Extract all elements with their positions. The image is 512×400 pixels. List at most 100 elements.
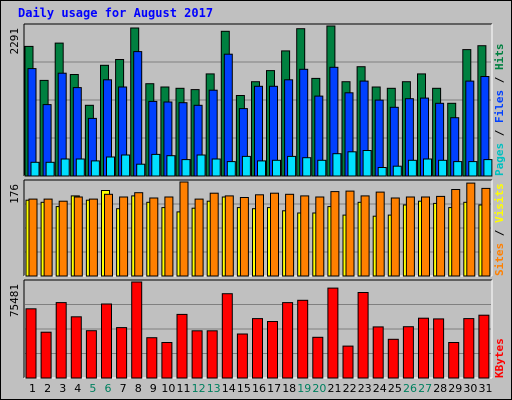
bar-sites-day-12 [194,198,204,277]
x-tick-label: 29 [448,382,462,395]
x-tick-label: 24 [373,382,387,395]
bar-sites-day-5 [88,198,98,277]
legend-part: Files [493,90,506,123]
bar-kbytes-day-19 [297,299,309,379]
x-tick-label: 2 [44,382,51,395]
bar-pages-day-11 [181,159,191,177]
x-tick-label: 20 [312,382,326,395]
x-tick-label: 23 [358,382,372,395]
bar-pages-day-29 [453,161,463,177]
bar-pages-day-17 [272,159,281,177]
x-tick-label: 22 [343,382,357,395]
bar-pages-day-15 [241,155,251,177]
x-tick-label: 5 [89,382,96,395]
bar-kbytes-day-18 [282,302,294,379]
bar-files-day-14 [223,53,233,177]
bar-sites-day-19 [300,195,310,277]
bar-sites-day-25 [390,197,400,277]
x-tick-label: 27 [418,382,432,395]
bar-sites-day-21 [330,191,340,277]
bar-kbytes-day-15 [236,333,248,379]
bar-pages-day-13 [211,158,221,177]
x-tick-label: 4 [74,382,81,395]
panel-2-legend-label: Sites / Visits [493,183,506,276]
bar-kbytes-day-22 [342,345,354,379]
x-tick-label: 14 [222,382,236,395]
bar-sites-day-13 [209,192,219,277]
bar-kbytes-day-17 [267,321,278,379]
x-tick-label: 28 [433,382,447,395]
bar-kbytes-day-25 [387,338,399,379]
bar-kbytes-day-5 [85,330,97,379]
bar-sites-day-10 [164,196,174,277]
x-tick-label: 26 [403,382,417,395]
bar-kbytes-day-10 [161,342,173,379]
bar-kbytes-day-29 [448,342,460,379]
bar-sites-day-16 [255,194,264,277]
x-tick-label: 19 [297,382,311,395]
bar-pages-day-25 [392,165,402,177]
bar-files-day-8 [133,51,143,177]
bar-pages-day-30 [468,161,478,177]
chart-title: Daily usage for August 2017 [18,6,214,20]
bar-kbytes-day-14 [221,293,233,379]
bar-kbytes-day-13 [206,330,218,379]
x-tick-label: 3 [59,382,66,395]
x-tick-label: 16 [252,382,266,395]
panel-1-ymax-label: 2291 [8,28,21,55]
legend-part: / [493,123,506,143]
bar-sites-day-9 [149,197,159,277]
x-tick-label: 9 [150,382,157,395]
bar-pages-day-12 [196,154,206,177]
legend-part: / [493,223,506,243]
x-tick-label: 25 [388,382,402,395]
bar-sites-day-27 [421,196,430,277]
bar-pages-day-1 [30,161,40,177]
bar-kbytes-day-3 [55,302,67,379]
bar-pages-day-27 [423,158,432,177]
panel-3-ymax-label: 75481 [8,284,21,317]
x-tick-label: 10 [161,382,175,395]
bar-pages-day-5 [90,160,100,177]
x-tick-label: 31 [479,382,493,395]
bar-pages-day-3 [60,158,70,177]
bar-sites-day-4 [73,196,83,277]
bar-sites-day-18 [285,193,295,277]
panel-3-legend-label: KBytes [493,338,506,378]
bar-sites-day-23 [360,195,370,277]
legend-part: Pages [493,143,506,176]
bar-sites-day-15 [239,197,249,277]
x-tick-label: 11 [177,382,191,395]
bar-sites-day-28 [436,195,446,277]
bar-files-day-1 [27,68,37,177]
bar-pages-day-16 [257,160,266,177]
bar-sites-day-17 [270,192,279,277]
bar-kbytes-day-20 [312,336,324,379]
legend-part: Visits [493,183,506,223]
x-tick-label: 18 [282,382,296,395]
bar-kbytes-day-7 [116,327,128,379]
bar-kbytes-day-31 [478,314,490,379]
x-tick-label: 6 [105,382,112,395]
bar-kbytes-day-6 [101,303,112,379]
bar-kbytes-day-16 [252,318,263,379]
bar-kbytes-day-23 [357,292,369,379]
x-tick-label: 30 [463,382,477,395]
legend-part: Hits [493,44,506,71]
bar-sites-day-26 [405,196,415,277]
bar-pages-day-6 [106,156,115,177]
bar-pages-day-21 [332,153,342,177]
panel-2-ymax-label: 176 [8,184,21,204]
bar-pages-day-23 [362,150,372,177]
x-tick-label: 1 [29,382,36,395]
bar-kbytes-day-24 [372,326,384,379]
bar-sites-day-31 [481,187,491,277]
bar-pages-day-14 [226,161,236,177]
bar-pages-day-20 [317,159,327,177]
bar-sites-day-2 [43,198,53,277]
bar-pages-day-4 [75,158,85,177]
bar-pages-day-2 [45,161,55,177]
bar-sites-day-29 [451,189,461,277]
bar-sites-day-22 [345,190,355,277]
